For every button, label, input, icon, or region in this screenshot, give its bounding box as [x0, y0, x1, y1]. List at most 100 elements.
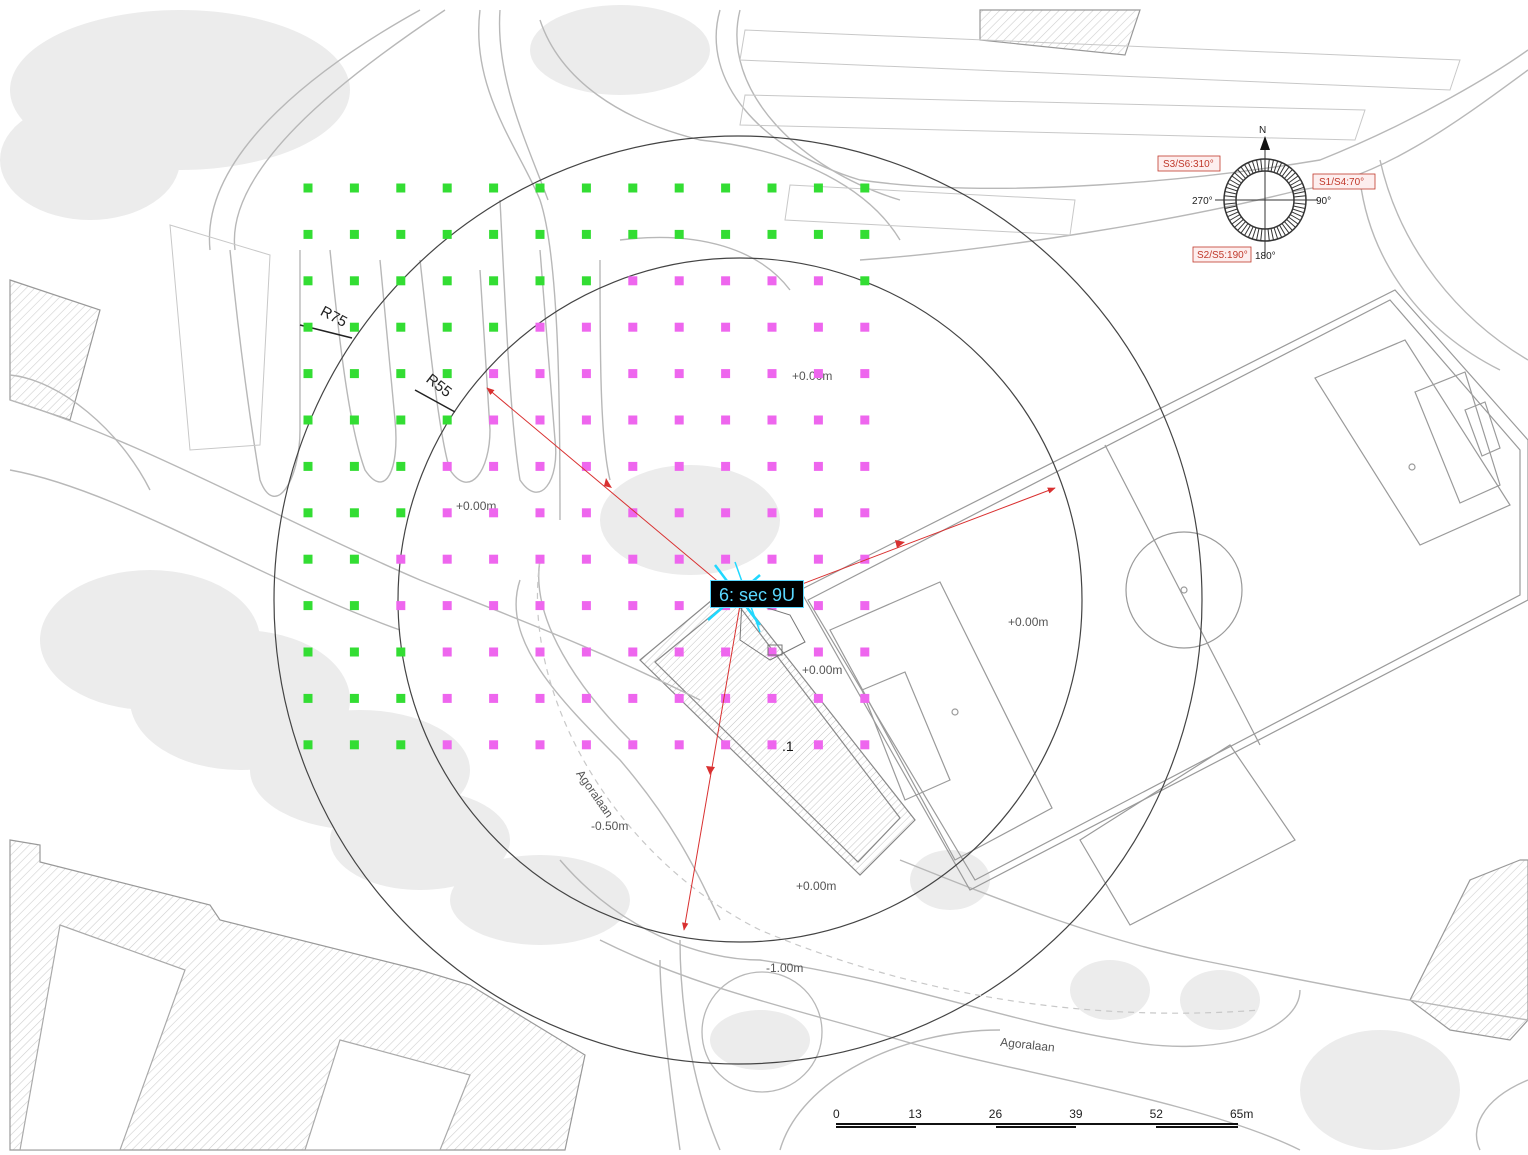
grid-point [535, 554, 545, 564]
grid-point [860, 229, 870, 239]
grid-point [442, 229, 452, 239]
compass-tag: S1/S4:70° [1319, 177, 1364, 188]
compass-tick [1225, 186, 1238, 192]
grid-point [581, 647, 591, 657]
grid-point [303, 554, 313, 564]
compass-tick [1273, 160, 1279, 173]
compass-tick [1289, 214, 1301, 221]
grid-point [489, 276, 499, 286]
grid-point [628, 322, 638, 332]
compass-tick [1244, 164, 1251, 176]
grid-point [767, 461, 777, 471]
grid-point [628, 229, 638, 239]
grid-point [349, 183, 359, 193]
grid-point [860, 276, 870, 286]
grid-point [303, 415, 313, 425]
grid-point [442, 601, 452, 611]
tree-canopies [0, 5, 1460, 1150]
grid-point [349, 647, 359, 657]
compass-tick [1227, 211, 1239, 218]
grid-point [767, 740, 777, 750]
road-outlines [9, 9, 1528, 1151]
grid-point [349, 601, 359, 611]
grid-point [721, 183, 731, 193]
grid-point [489, 601, 499, 611]
grid-point [813, 229, 823, 239]
compass-tick [1225, 208, 1238, 214]
grid-point [303, 229, 313, 239]
grid-point [535, 322, 545, 332]
scale-tick-label: 26 [989, 1107, 1003, 1121]
grid-point [721, 740, 731, 750]
grid-point [860, 322, 870, 332]
grid-point [628, 183, 638, 193]
grid-point [721, 276, 731, 286]
scale-tick-label: 13 [908, 1107, 922, 1121]
grid-point [767, 647, 777, 657]
grid-point [535, 647, 545, 657]
grid-point [349, 276, 359, 286]
compass-tick [1251, 160, 1257, 173]
grid-point [349, 415, 359, 425]
grid-point [860, 508, 870, 518]
grid-point [581, 183, 591, 193]
grid-point [535, 183, 545, 193]
grid-point [767, 554, 777, 564]
grid-point [581, 369, 591, 379]
grid-point [442, 647, 452, 657]
grid-point [767, 693, 777, 703]
compass-tick [1279, 164, 1286, 176]
grid-point [442, 276, 452, 286]
grid-point [581, 229, 591, 239]
grid-point [535, 369, 545, 379]
grid-point [581, 276, 591, 286]
elevation-label: +0.00m [1008, 615, 1048, 629]
grid-point [303, 183, 313, 193]
grid-point [813, 693, 823, 703]
grid-point [489, 183, 499, 193]
compass-tick [1276, 162, 1283, 174]
grid-point [581, 693, 591, 703]
grid-point [396, 554, 406, 564]
compass-tick [1267, 159, 1270, 172]
grid-point [721, 554, 731, 564]
grid-point [674, 276, 684, 286]
grid-point [535, 461, 545, 471]
elevation-label: +0.00m [792, 369, 832, 383]
street-label: Agoralaan [573, 767, 616, 820]
compass-tick [1229, 214, 1241, 221]
grid-point [581, 461, 591, 471]
grid-point [396, 229, 406, 239]
compass-tick [1293, 202, 1306, 205]
grid-point [860, 369, 870, 379]
compass-tick [1251, 227, 1257, 240]
grid-point [628, 461, 638, 471]
compass-tick [1256, 228, 1260, 241]
grid-point [535, 601, 545, 611]
dashed-path [536, 559, 1261, 1014]
grid-point [628, 601, 638, 611]
elevation-label: -0.50m [591, 819, 628, 833]
grid-point [303, 461, 313, 471]
grid-point [349, 369, 359, 379]
grid-point [489, 554, 499, 564]
elevation-label: +0.00m [456, 499, 496, 513]
compass-tick [1229, 179, 1241, 186]
compass-tick [1293, 195, 1306, 198]
grid-point [581, 415, 591, 425]
grid-point [813, 554, 823, 564]
sector-label: 6: sec 9U [710, 580, 804, 608]
grid-point [535, 229, 545, 239]
grid-point [674, 508, 684, 518]
grid-point [349, 229, 359, 239]
compass-east: 90° [1316, 196, 1331, 207]
grid-point [813, 369, 823, 379]
compass-tick [1267, 228, 1270, 241]
compass-tick [1260, 228, 1263, 241]
arrow-ene [759, 487, 1056, 601]
grid-point [303, 508, 313, 518]
point-marker-label: .1 [782, 738, 794, 754]
direction-arrows [486, 387, 1056, 931]
grid-point [489, 508, 499, 518]
grid-point [628, 415, 638, 425]
